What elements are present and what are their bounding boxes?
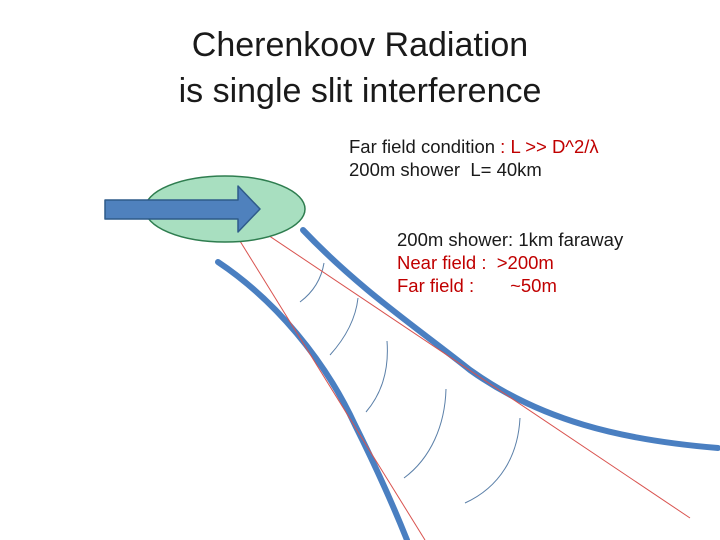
far-field-example: 200m shower L= 40km (349, 159, 542, 180)
far-field-condition-label: Far field condition (349, 136, 501, 157)
shower-note: 200m shower: 1km faraway Near field : >2… (397, 228, 623, 297)
wavefront-5 (464, 417, 521, 504)
wavefront-4 (403, 388, 447, 479)
rays (221, 211, 691, 540)
ray-upper (237, 214, 691, 519)
ray-lower (221, 211, 426, 540)
slide-title: Cherenkoov Radiation is single slit inte… (0, 22, 720, 114)
far-field-condition-formula: : L >> D^2/λ (500, 136, 599, 157)
title-line-2: is single slit interference (178, 72, 542, 110)
slit-wall-lower (215, 259, 410, 540)
far-field-note: Far field condition : L >> D^2/λ 200m sh… (349, 135, 599, 181)
wavefront-2 (329, 297, 359, 356)
beam-arrow-icon (104, 185, 261, 233)
wavefronts (299, 262, 521, 504)
near-field-value: Near field : >200m (397, 252, 554, 273)
wavefront-3 (365, 340, 388, 413)
wavefront-1 (299, 262, 325, 303)
far-field-value: Far field : ~50m (397, 275, 557, 296)
shower-distance: 200m shower: 1km faraway (397, 229, 624, 250)
title-line-1: Cherenkoov Radiation (191, 26, 529, 64)
